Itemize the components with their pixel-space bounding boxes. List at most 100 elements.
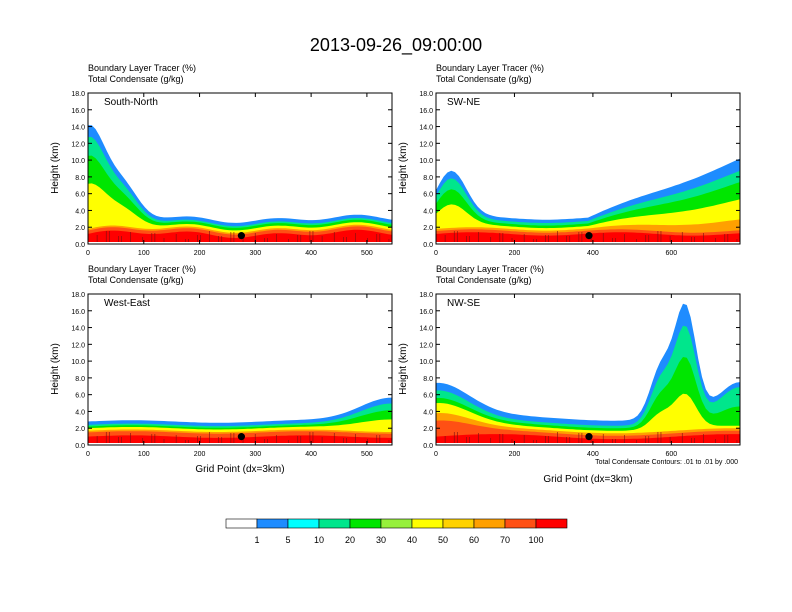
y-tick-label: 16.0 xyxy=(71,108,85,115)
axes-frame xyxy=(87,293,393,446)
y-tick-label: 18.0 xyxy=(419,292,433,299)
colorbar-swatch xyxy=(349,518,382,529)
plot-area: 0.0 2.0 4.0 6.0 8.0 10.0 12.0 14.0 16.0 18.0 0 200 4… xyxy=(419,292,741,458)
colorbar-label: 1 xyxy=(254,535,259,545)
y-tick-label: 6.0 xyxy=(75,192,85,199)
x-tick-label: 200 xyxy=(509,451,521,458)
colorbar-label: 40 xyxy=(407,535,417,545)
y-tick-label: 10.0 xyxy=(71,359,85,366)
panel-nw-se: Boundary Layer Tracer (%) Total Condensa… xyxy=(398,264,741,485)
terrain-strip xyxy=(88,242,392,244)
colorbar-label: 20 xyxy=(345,535,355,545)
y-tick-label: 12.0 xyxy=(419,141,433,148)
location-marker xyxy=(585,433,593,441)
y-tick-label: 16.0 xyxy=(419,309,433,316)
colorbar-swatch xyxy=(380,518,413,529)
y-tick-label: 6.0 xyxy=(423,393,433,400)
panel-title-line-2: Total Condensate (g/kg) xyxy=(436,275,532,285)
panel-title-line-1: Boundary Layer Tracer (%) xyxy=(88,63,196,73)
x-axis-label: Grid Point (dx=3km) xyxy=(543,474,632,485)
colorbar-label: 100 xyxy=(528,535,543,545)
panel-name-label: West-East xyxy=(104,298,150,309)
y-tick-label: 12.0 xyxy=(71,141,85,148)
panel-west-east: Boundary Layer Tracer (%) Total Condensa… xyxy=(50,264,393,475)
colorbar-label: 60 xyxy=(469,535,479,545)
axes-frame xyxy=(435,92,741,245)
panel-name-label: SW-NE xyxy=(447,97,480,108)
y-tick-label: 14.0 xyxy=(71,125,85,132)
terrain-strip xyxy=(88,443,392,445)
x-tick-label: 200 xyxy=(194,250,206,257)
location-marker xyxy=(237,433,245,441)
y-tick-label: 12.0 xyxy=(419,342,433,349)
y-tick-label: 18.0 xyxy=(419,91,433,98)
y-tick-label: 2.0 xyxy=(423,225,433,232)
x-tick-label: 200 xyxy=(194,451,206,458)
x-tick-label: 100 xyxy=(138,451,150,458)
y-tick-label: 2.0 xyxy=(75,426,85,433)
y-axis-label: Height (km) xyxy=(398,343,409,395)
colorbar-swatch xyxy=(535,518,568,529)
y-tick-label: 18.0 xyxy=(71,91,85,98)
y-tick-label: 8.0 xyxy=(423,175,433,182)
x-tick-label: 0 xyxy=(86,250,90,257)
x-tick-label: 100 xyxy=(138,250,150,257)
panel-title-line-2: Total Condensate (g/kg) xyxy=(88,74,184,84)
colorbar-label: 5 xyxy=(285,535,290,545)
colorbar-label: 30 xyxy=(376,535,386,545)
terrain-strip xyxy=(436,242,740,244)
x-tick-label: 400 xyxy=(305,451,317,458)
y-tick-label: 6.0 xyxy=(423,192,433,199)
tracer-field xyxy=(88,125,392,244)
y-tick-label: 0.0 xyxy=(75,443,85,450)
plot-area: 0.0 2.0 4.0 6.0 8.0 10.0 12.0 14.0 16.0 18.0 0 100 2… xyxy=(71,91,393,257)
y-tick-label: 10.0 xyxy=(419,359,433,366)
colorbar-swatch xyxy=(473,518,506,529)
y-tick-label: 8.0 xyxy=(423,376,433,383)
panel-title-line-1: Boundary Layer Tracer (%) xyxy=(436,63,544,73)
axes-frame xyxy=(435,293,741,446)
y-tick-label: 10.0 xyxy=(71,158,85,165)
y-tick-label: 4.0 xyxy=(423,208,433,215)
y-tick-label: 14.0 xyxy=(71,326,85,333)
colorbar-swatch xyxy=(287,518,320,529)
panel-sw-ne: Boundary Layer Tracer (%) Total Condensa… xyxy=(398,63,741,257)
y-tick-label: 4.0 xyxy=(75,208,85,215)
x-axis-label: Grid Point (dx=3km) xyxy=(195,464,284,475)
x-tick-label: 500 xyxy=(361,250,373,257)
y-tick-label: 14.0 xyxy=(419,326,433,333)
x-tick-label: 0 xyxy=(434,250,438,257)
y-tick-label: 12.0 xyxy=(71,342,85,349)
terrain-strip xyxy=(436,443,740,445)
y-axis-label: Height (km) xyxy=(50,142,61,194)
panel-title-line-1: Boundary Layer Tracer (%) xyxy=(88,264,196,274)
colorbar-swatch xyxy=(411,518,444,529)
y-tick-label: 8.0 xyxy=(75,376,85,383)
y-tick-label: 4.0 xyxy=(75,409,85,416)
colorbar-label: 50 xyxy=(438,535,448,545)
y-tick-label: 4.0 xyxy=(423,409,433,416)
x-tick-label: 200 xyxy=(509,250,521,257)
colorbar-swatch xyxy=(504,518,537,529)
colorbar: 1 5 10 20 30 40 50 60 70 100 xyxy=(225,518,568,545)
y-tick-label: 2.0 xyxy=(75,225,85,232)
x-tick-label: 0 xyxy=(434,451,438,458)
y-tick-label: 0.0 xyxy=(423,242,433,249)
y-axis-label: Height (km) xyxy=(50,343,61,395)
tracer-field xyxy=(436,158,740,244)
axes-frame xyxy=(87,92,393,245)
footnote: Total Condensate Contours: .01 to .01 by… xyxy=(595,459,738,466)
tracer-field xyxy=(436,303,740,445)
x-tick-label: 500 xyxy=(361,451,373,458)
x-tick-label: 400 xyxy=(305,250,317,257)
y-tick-label: 16.0 xyxy=(419,108,433,115)
x-tick-label: 0 xyxy=(86,451,90,458)
y-tick-label: 10.0 xyxy=(419,158,433,165)
location-marker xyxy=(585,232,593,240)
y-tick-label: 14.0 xyxy=(419,125,433,132)
x-tick-label: 400 xyxy=(587,451,599,458)
y-tick-label: 0.0 xyxy=(75,242,85,249)
x-tick-label: 400 xyxy=(587,250,599,257)
colorbar-swatch xyxy=(318,518,351,529)
